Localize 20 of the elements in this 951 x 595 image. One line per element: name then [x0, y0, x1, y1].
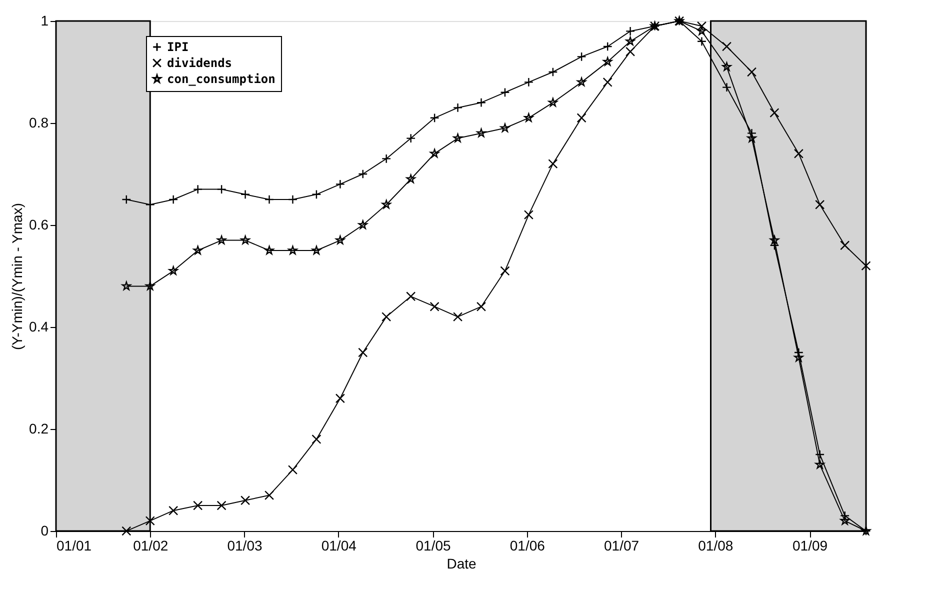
legend-label: con_consumption [167, 72, 276, 86]
x-tick-label: 01/08 [698, 538, 734, 554]
x-tick-label: 01/03 [227, 538, 262, 554]
y-tick-label: 1 [40, 12, 49, 28]
y-axis-title: (Y-Ymin)/(Ymin - Ymax) [9, 202, 26, 350]
x-tick-label: 01/04 [321, 538, 357, 554]
x-tick-label: 01/05 [416, 538, 451, 554]
x-tick-label: 01/09 [792, 538, 828, 554]
x-tick-label: 01/02 [133, 538, 168, 554]
y-tick-label: 0.8 [29, 114, 49, 130]
x-tick-label: 01/07 [604, 538, 640, 554]
y-tick-label: 0.6 [29, 216, 49, 232]
y-tick-label: 0.4 [29, 318, 49, 334]
legend-label: IPI [167, 40, 189, 54]
x-tick-label: 01/01 [56, 538, 92, 554]
x-axis-title: Date [446, 556, 476, 572]
y-tick-label: 0 [40, 522, 49, 538]
x-tick-label: 01/06 [510, 538, 546, 554]
legend-label: dividends [167, 56, 232, 70]
y-tick-label: 0.2 [29, 420, 49, 436]
